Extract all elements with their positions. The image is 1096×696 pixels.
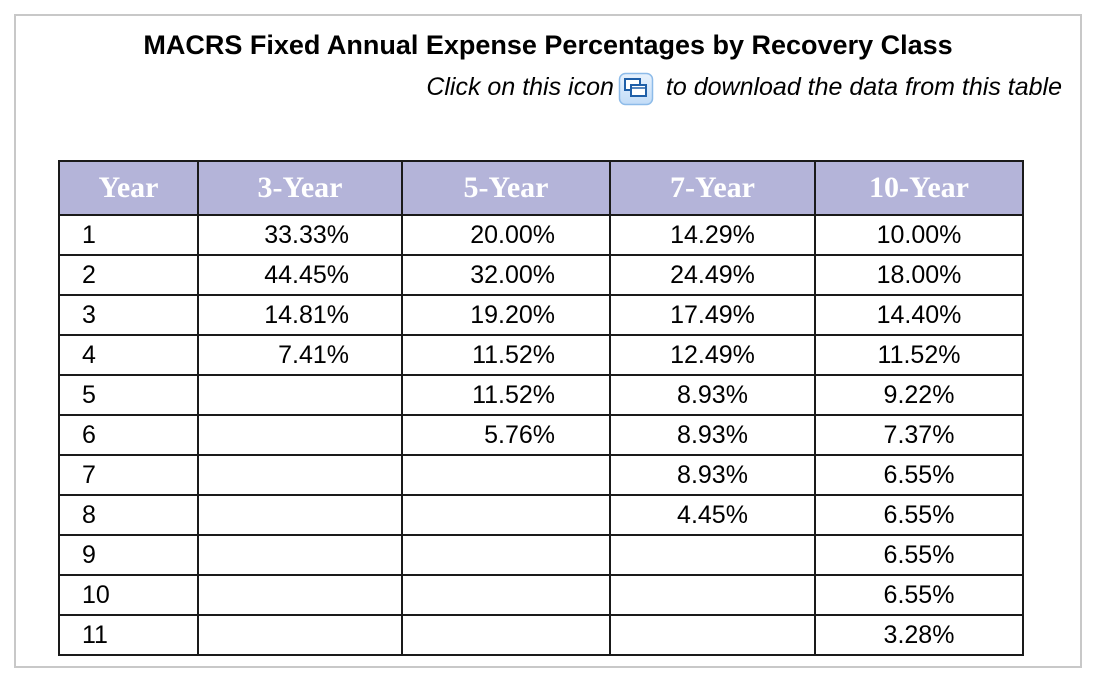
- cell-year: 4: [58, 334, 199, 376]
- table-row: 9 6.55%: [58, 534, 1024, 576]
- cell-5-year: 19.20%: [401, 294, 611, 336]
- cell-year: 6: [58, 414, 199, 456]
- table-row: 4 7.41% 11.52% 12.49% 11.52%: [58, 334, 1024, 376]
- cell-3-year: 7.41%: [197, 334, 403, 376]
- table-row: 3 14.81% 19.20% 17.49% 14.40%: [58, 294, 1024, 336]
- cell-10-year: 7.37%: [814, 414, 1024, 456]
- cell-year: 2: [58, 254, 199, 296]
- cell-3-year: 33.33%: [197, 214, 403, 256]
- cell-10-year: 3.28%: [814, 614, 1024, 656]
- cell-5-year: 11.52%: [401, 374, 611, 416]
- cell-7-year: [609, 574, 816, 616]
- cell-5-year: [401, 454, 611, 496]
- cell-year: 7: [58, 454, 199, 496]
- cell-3-year: [197, 454, 403, 496]
- cell-10-year: 9.22%: [814, 374, 1024, 416]
- cell-7-year: 4.45%: [609, 494, 816, 536]
- cell-7-year: 8.93%: [609, 414, 816, 456]
- cell-7-year: [609, 614, 816, 656]
- cell-3-year: [197, 494, 403, 536]
- cell-3-year: 44.45%: [197, 254, 403, 296]
- cell-3-year: [197, 374, 403, 416]
- cell-5-year: [401, 614, 611, 656]
- cell-year: 11: [58, 614, 199, 656]
- table-row: 10 6.55%: [58, 574, 1024, 616]
- cell-10-year: 6.55%: [814, 494, 1024, 536]
- cell-10-year: 11.52%: [814, 334, 1024, 376]
- table-row: 5 11.52% 8.93% 9.22%: [58, 374, 1024, 416]
- cell-year: 1: [58, 214, 199, 256]
- header-row: Year 3-Year 5-Year 7-Year 10-Year: [58, 160, 1024, 216]
- download-instructions: Click on this icon to download the data …: [426, 70, 1062, 106]
- table-row: 6 5.76% 8.93% 7.37%: [58, 414, 1024, 456]
- cell-5-year: [401, 534, 611, 576]
- table-row: 8 4.45% 6.55%: [58, 494, 1024, 536]
- cell-year: 9: [58, 534, 199, 576]
- instructions-text-after: to download the data from this table: [665, 72, 1062, 101]
- cell-3-year: [197, 574, 403, 616]
- cell-7-year: 8.93%: [609, 374, 816, 416]
- cell-5-year: [401, 494, 611, 536]
- cell-3-year: [197, 414, 403, 456]
- cell-10-year: 6.55%: [814, 454, 1024, 496]
- cell-10-year: 6.55%: [814, 534, 1024, 576]
- cell-10-year: 18.00%: [814, 254, 1024, 296]
- table-row: 7 8.93% 6.55%: [58, 454, 1024, 496]
- header-3-year: 3-Year: [197, 160, 403, 216]
- cell-5-year: 32.00%: [401, 254, 611, 296]
- cell-5-year: 20.00%: [401, 214, 611, 256]
- table-row: 2 44.45% 32.00% 24.49% 18.00%: [58, 254, 1024, 296]
- table-row: 1 33.33% 20.00% 14.29% 10.00%: [58, 214, 1024, 256]
- instructions-text-before: Click on this icon: [426, 72, 614, 101]
- cell-7-year: 8.93%: [609, 454, 816, 496]
- cell-10-year: 10.00%: [814, 214, 1024, 256]
- cell-7-year: 14.29%: [609, 214, 816, 256]
- header-10-year: 10-Year: [814, 160, 1024, 216]
- header-5-year: 5-Year: [401, 160, 611, 216]
- cell-7-year: 17.49%: [609, 294, 816, 336]
- cell-3-year: 14.81%: [197, 294, 403, 336]
- cell-year: 10: [58, 574, 199, 616]
- cell-10-year: 14.40%: [814, 294, 1024, 336]
- cell-year: 8: [58, 494, 199, 536]
- cell-5-year: 11.52%: [401, 334, 611, 376]
- cell-10-year: 6.55%: [814, 574, 1024, 616]
- cell-3-year: [197, 534, 403, 576]
- header-7-year: 7-Year: [609, 160, 816, 216]
- cell-3-year: [197, 614, 403, 656]
- header-year: Year: [58, 160, 199, 216]
- download-data-icon[interactable]: [618, 72, 654, 106]
- cell-7-year: 24.49%: [609, 254, 816, 296]
- cell-7-year: 12.49%: [609, 334, 816, 376]
- cell-year: 5: [58, 374, 199, 416]
- cell-7-year: [609, 534, 816, 576]
- cell-5-year: 5.76%: [401, 414, 611, 456]
- cell-year: 3: [58, 294, 199, 336]
- table-row: 11 3.28%: [58, 614, 1024, 656]
- macrs-table: Year 3-Year 5-Year 7-Year 10-Year 1 33.3…: [58, 160, 1024, 656]
- cell-5-year: [401, 574, 611, 616]
- page-title: MACRS Fixed Annual Expense Percentages b…: [143, 30, 953, 60]
